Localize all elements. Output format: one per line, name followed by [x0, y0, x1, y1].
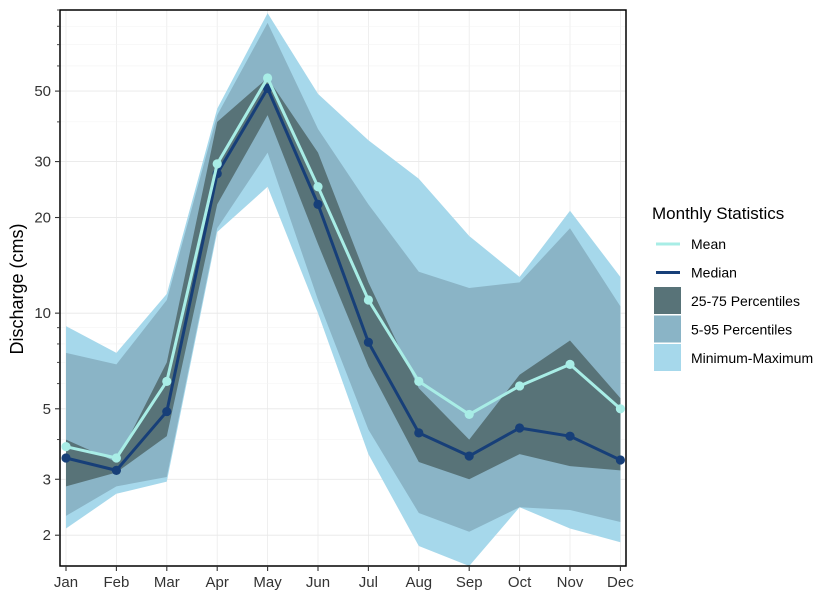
legend-key-5-95-percentiles	[654, 315, 681, 343]
y-tick-label: 3	[43, 471, 51, 488]
data-point-median	[464, 451, 474, 461]
data-point-mean	[414, 376, 424, 386]
x-tick-label: Feb	[103, 574, 129, 591]
line-layer	[61, 73, 626, 475]
data-point-median	[363, 337, 373, 347]
axis-layer: Jan Feb Mar Apr May Jun Jul Aug Sep Oct Nov Dec 2 3 5 1…	[34, 9, 634, 591]
y-tick-label: 2	[43, 527, 51, 544]
data-point-mean	[212, 159, 222, 169]
y-tick-label: 5	[43, 401, 51, 418]
data-point-mean	[565, 359, 575, 369]
y-tick-label: 50	[34, 83, 51, 100]
x-tick-label: Jun	[306, 574, 330, 591]
data-point-median	[565, 431, 575, 441]
data-point-mean	[515, 381, 525, 391]
legend: Monthly Statistics Mean Median 25-75 Perce…	[652, 204, 813, 371]
data-point-median	[615, 455, 626, 465]
x-tick-label: Jan	[54, 574, 78, 591]
band-layer	[66, 13, 621, 566]
legend-label-mean: Mean	[691, 236, 726, 252]
legend-label-median: Median	[691, 265, 737, 281]
data-point-mean	[111, 453, 121, 463]
data-point-median	[61, 453, 71, 463]
x-tick-label: Oct	[508, 574, 532, 591]
data-point-mean	[615, 404, 626, 414]
data-point-mean	[464, 409, 474, 420]
y-tick-label: 10	[34, 305, 51, 322]
legend-label-25-75-percentiles: 25-75 Percentiles	[691, 293, 800, 309]
x-tick-label: Mar	[154, 574, 180, 591]
legend-key-25-75-percentiles	[654, 287, 681, 314]
data-point-median	[111, 465, 121, 475]
legend-title: Monthly Statistics	[652, 204, 784, 223]
x-tick-label: Apr	[206, 574, 229, 591]
data-point-median	[515, 423, 525, 433]
x-tick-label: Dec	[607, 574, 634, 591]
x-tick-label: Nov	[557, 574, 584, 591]
plot-border	[59, 9, 627, 567]
data-point-mean	[263, 73, 273, 83]
x-tick-label: Sep	[456, 574, 483, 591]
series-line-median	[65, 86, 622, 472]
y-tick-label: 30	[34, 154, 51, 171]
data-point-mean	[61, 442, 71, 452]
y-axis-title: Discharge (cms)	[7, 223, 27, 354]
legend-label-minimum-maximum: Minimum-Maximum	[691, 350, 813, 366]
data-point-mean	[363, 295, 373, 305]
x-tick-label: May	[253, 574, 282, 591]
data-point-median	[162, 406, 172, 417]
band-25-75-percentiles	[66, 77, 621, 487]
y-tick-label: 20	[34, 210, 51, 227]
data-point-median	[313, 199, 323, 209]
data-point-mean	[162, 376, 172, 386]
data-point-mean	[313, 182, 323, 192]
legend-label-5-95-percentiles: 5-95 Percentiles	[691, 322, 792, 338]
x-tick-label: Jul	[359, 574, 378, 591]
x-tick-label: Aug	[405, 574, 432, 591]
data-point-median	[414, 428, 424, 438]
series-line-mean	[65, 76, 622, 460]
legend-key-minimum-maximum	[654, 344, 681, 371]
